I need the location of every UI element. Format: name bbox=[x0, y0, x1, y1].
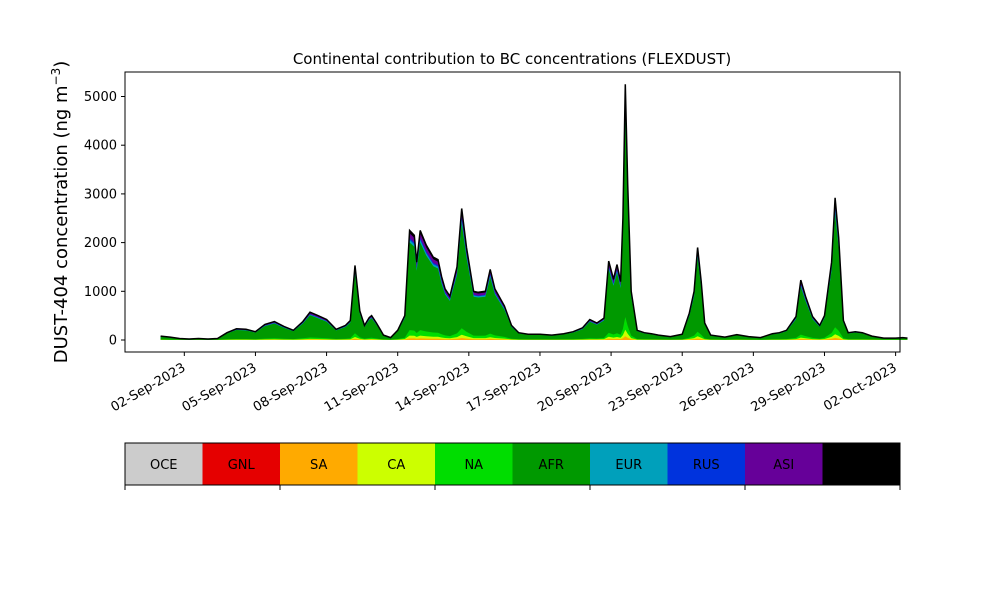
legend-label-rus: RUS bbox=[693, 458, 720, 473]
area-aus bbox=[160, 84, 908, 340]
x-tick-label: 29-Sep-2023 bbox=[749, 360, 829, 415]
area-rus bbox=[160, 102, 908, 340]
plot-area bbox=[160, 84, 908, 341]
x-tick-label: 05-Sep-2023 bbox=[180, 360, 260, 415]
area-afr bbox=[160, 112, 908, 341]
y-tick-label: 4000 bbox=[84, 139, 117, 154]
legend-swatch-eur bbox=[590, 443, 668, 485]
chart-title: Continental contribution to BC concentra… bbox=[293, 50, 731, 68]
legend-label-eur: EUR bbox=[615, 458, 642, 473]
x-tick-label: 23-Sep-2023 bbox=[606, 360, 686, 415]
legend-swatch-aus bbox=[822, 443, 901, 485]
legend-label-sa: SA bbox=[310, 458, 327, 473]
legend-swatch-na bbox=[435, 443, 513, 485]
x-tick-label: 14-Sep-2023 bbox=[393, 360, 473, 415]
legend-label-na: NA bbox=[464, 458, 483, 473]
x-tick-label: 08-Sep-2023 bbox=[251, 360, 331, 415]
legend-swatch-rus bbox=[667, 443, 746, 485]
y-tick-label: 1000 bbox=[84, 285, 117, 300]
area-asi bbox=[160, 90, 908, 340]
y-tick-label: 2000 bbox=[84, 236, 117, 251]
legend-frame bbox=[124, 442, 901, 486]
legend-label-oce: OCE bbox=[150, 458, 178, 473]
legend-swatch-sa bbox=[280, 443, 358, 485]
legend-label-ca: CA bbox=[387, 458, 405, 473]
y-axis: 0 1000 2000 3000 4000 5000 bbox=[84, 90, 125, 349]
legend-swatch-afr bbox=[512, 443, 591, 485]
y-axis-label: DUST-404 concentration (ng m−3) bbox=[49, 61, 72, 364]
x-tick-label: 20-Sep-2023 bbox=[535, 360, 615, 415]
legend-label-asi: ASI bbox=[773, 458, 794, 473]
x-tick-label: 02-Sep-2023 bbox=[108, 360, 188, 415]
y-tick-label: 0 bbox=[109, 334, 117, 349]
x-tick-label: 26-Sep-2023 bbox=[678, 360, 758, 415]
legend-label-aus: AUS bbox=[848, 458, 875, 473]
legend-label-afr: AFR bbox=[539, 458, 564, 473]
total-outline bbox=[160, 84, 908, 340]
legend: OCE GNL SA CA NA AFR EUR RUS ASI AUS bbox=[124, 442, 901, 490]
y-tick-label: 3000 bbox=[84, 187, 117, 202]
x-axis: 02-Sep-202305-Sep-202308-Sep-202311-Sep-… bbox=[108, 352, 900, 415]
x-tick-label: 02-Oct-2023 bbox=[821, 360, 899, 414]
plot-frame bbox=[124, 71, 901, 353]
x-tick-label: 11-Sep-2023 bbox=[322, 360, 402, 415]
area-sa bbox=[160, 336, 908, 340]
area-eur bbox=[160, 106, 908, 340]
legend-swatch-oce bbox=[125, 443, 203, 485]
legend-swatch-gnl bbox=[202, 443, 281, 485]
legend-label-gnl: GNL bbox=[228, 458, 256, 473]
x-tick-label: 17-Sep-2023 bbox=[464, 360, 544, 415]
y-tick-label: 5000 bbox=[84, 90, 117, 105]
legend-swatch-asi bbox=[745, 443, 823, 485]
legend-swatch-ca bbox=[357, 443, 436, 485]
